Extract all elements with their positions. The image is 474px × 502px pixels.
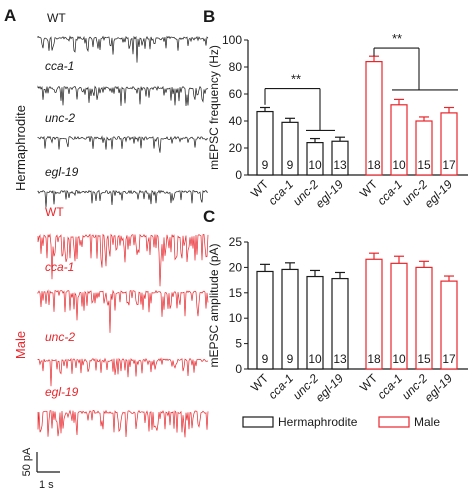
category-label: egl-19 [422, 371, 456, 405]
category-label: cca-1 [374, 177, 405, 208]
trace-label-herm-unc2: unc-2 [45, 111, 75, 125]
legend: Hermaphrodite Male [242, 415, 440, 429]
category-label: cca-1 [374, 371, 405, 402]
trace-male-egl19 [37, 409, 209, 438]
sample-size-label: 9 [262, 158, 269, 172]
trace-herm-egl19 [37, 189, 209, 208]
sample-size-label: 18 [367, 352, 381, 366]
trace-male-unc2 [37, 357, 208, 387]
trace-label-herm-egl19: egl-19 [45, 165, 79, 179]
y-tick-label: 10 [229, 311, 243, 325]
category-label: cca-1 [265, 177, 296, 208]
y-axis-title: mEPSC amplitude (pA) [207, 243, 221, 367]
y-tick-label: 20 [229, 260, 243, 274]
trace-herm-wt [37, 35, 209, 63]
trace-label-herm-cca1: cca-1 [45, 59, 74, 73]
sample-size-label: 10 [392, 158, 406, 172]
y-tick-label: 100 [222, 33, 242, 47]
trace-label-male-wt: WT [45, 205, 64, 219]
sample-size-label: 9 [262, 352, 269, 366]
scale-bar-current-label: 50 pA [21, 447, 33, 476]
sample-size-label: 13 [333, 352, 347, 366]
panel-a-letter: A [4, 6, 16, 25]
sample-size-label: 17 [442, 158, 456, 172]
sample-size-label: 10 [308, 352, 322, 366]
trace-label-male-unc2: unc-2 [45, 330, 75, 344]
sample-size-label: 18 [367, 158, 381, 172]
panel-c-letter: C [203, 207, 215, 226]
y-tick-label: 60 [229, 87, 243, 101]
panel-a-traces [37, 35, 209, 438]
sample-size-label: 10 [392, 352, 406, 366]
sample-size-label: 15 [417, 352, 431, 366]
y-tick-label: 25 [229, 235, 243, 249]
sample-size-label: 17 [442, 352, 456, 366]
sample-size-label: 13 [333, 158, 347, 172]
y-tick-label: 0 [235, 168, 242, 182]
trace-label-male-cca1: cca-1 [45, 260, 74, 274]
trace-male-cca1 [37, 289, 209, 333]
trace-herm-unc2 [37, 135, 209, 153]
trace-label-male-egl19: egl-19 [45, 385, 79, 399]
sample-size-label: 15 [417, 158, 431, 172]
trace-label-herm-wt: WT [47, 11, 66, 25]
y-tick-label: 5 [235, 337, 242, 351]
category-label: cca-1 [265, 371, 296, 402]
sig-label-left: ** [291, 72, 301, 87]
panel-b-letter: B [203, 7, 215, 26]
category-label: egl-19 [313, 371, 347, 405]
y-tick-label: 40 [229, 114, 243, 128]
trace-male-wt [37, 233, 209, 287]
legend-label-male: Male [414, 415, 440, 429]
hermaphrodite-side-label: Hermaphrodite [13, 105, 28, 191]
legend-label-hermaphrodite: Hermaphrodite [278, 415, 358, 429]
sample-size-label: 9 [287, 352, 294, 366]
legend-swatch-hermaphrodite [242, 416, 274, 428]
y-tick-label: 20 [229, 141, 243, 155]
legend-swatch-male [378, 416, 410, 428]
sample-size-label: 10 [308, 158, 322, 172]
category-label: egl-19 [313, 177, 347, 211]
male-side-label: Male [13, 331, 28, 359]
y-axis-title: mEPSC frequency (Hz) [207, 45, 221, 170]
y-tick-label: 15 [229, 286, 243, 300]
category-label: egl-19 [422, 177, 456, 211]
sample-size-label: 9 [287, 158, 294, 172]
scale-bar-time-label: 1 s [39, 479, 54, 491]
y-tick-label: 80 [229, 60, 243, 74]
sig-label-right: ** [392, 31, 402, 46]
y-tick-label: 0 [235, 362, 242, 376]
trace-herm-cca1 [37, 85, 209, 107]
